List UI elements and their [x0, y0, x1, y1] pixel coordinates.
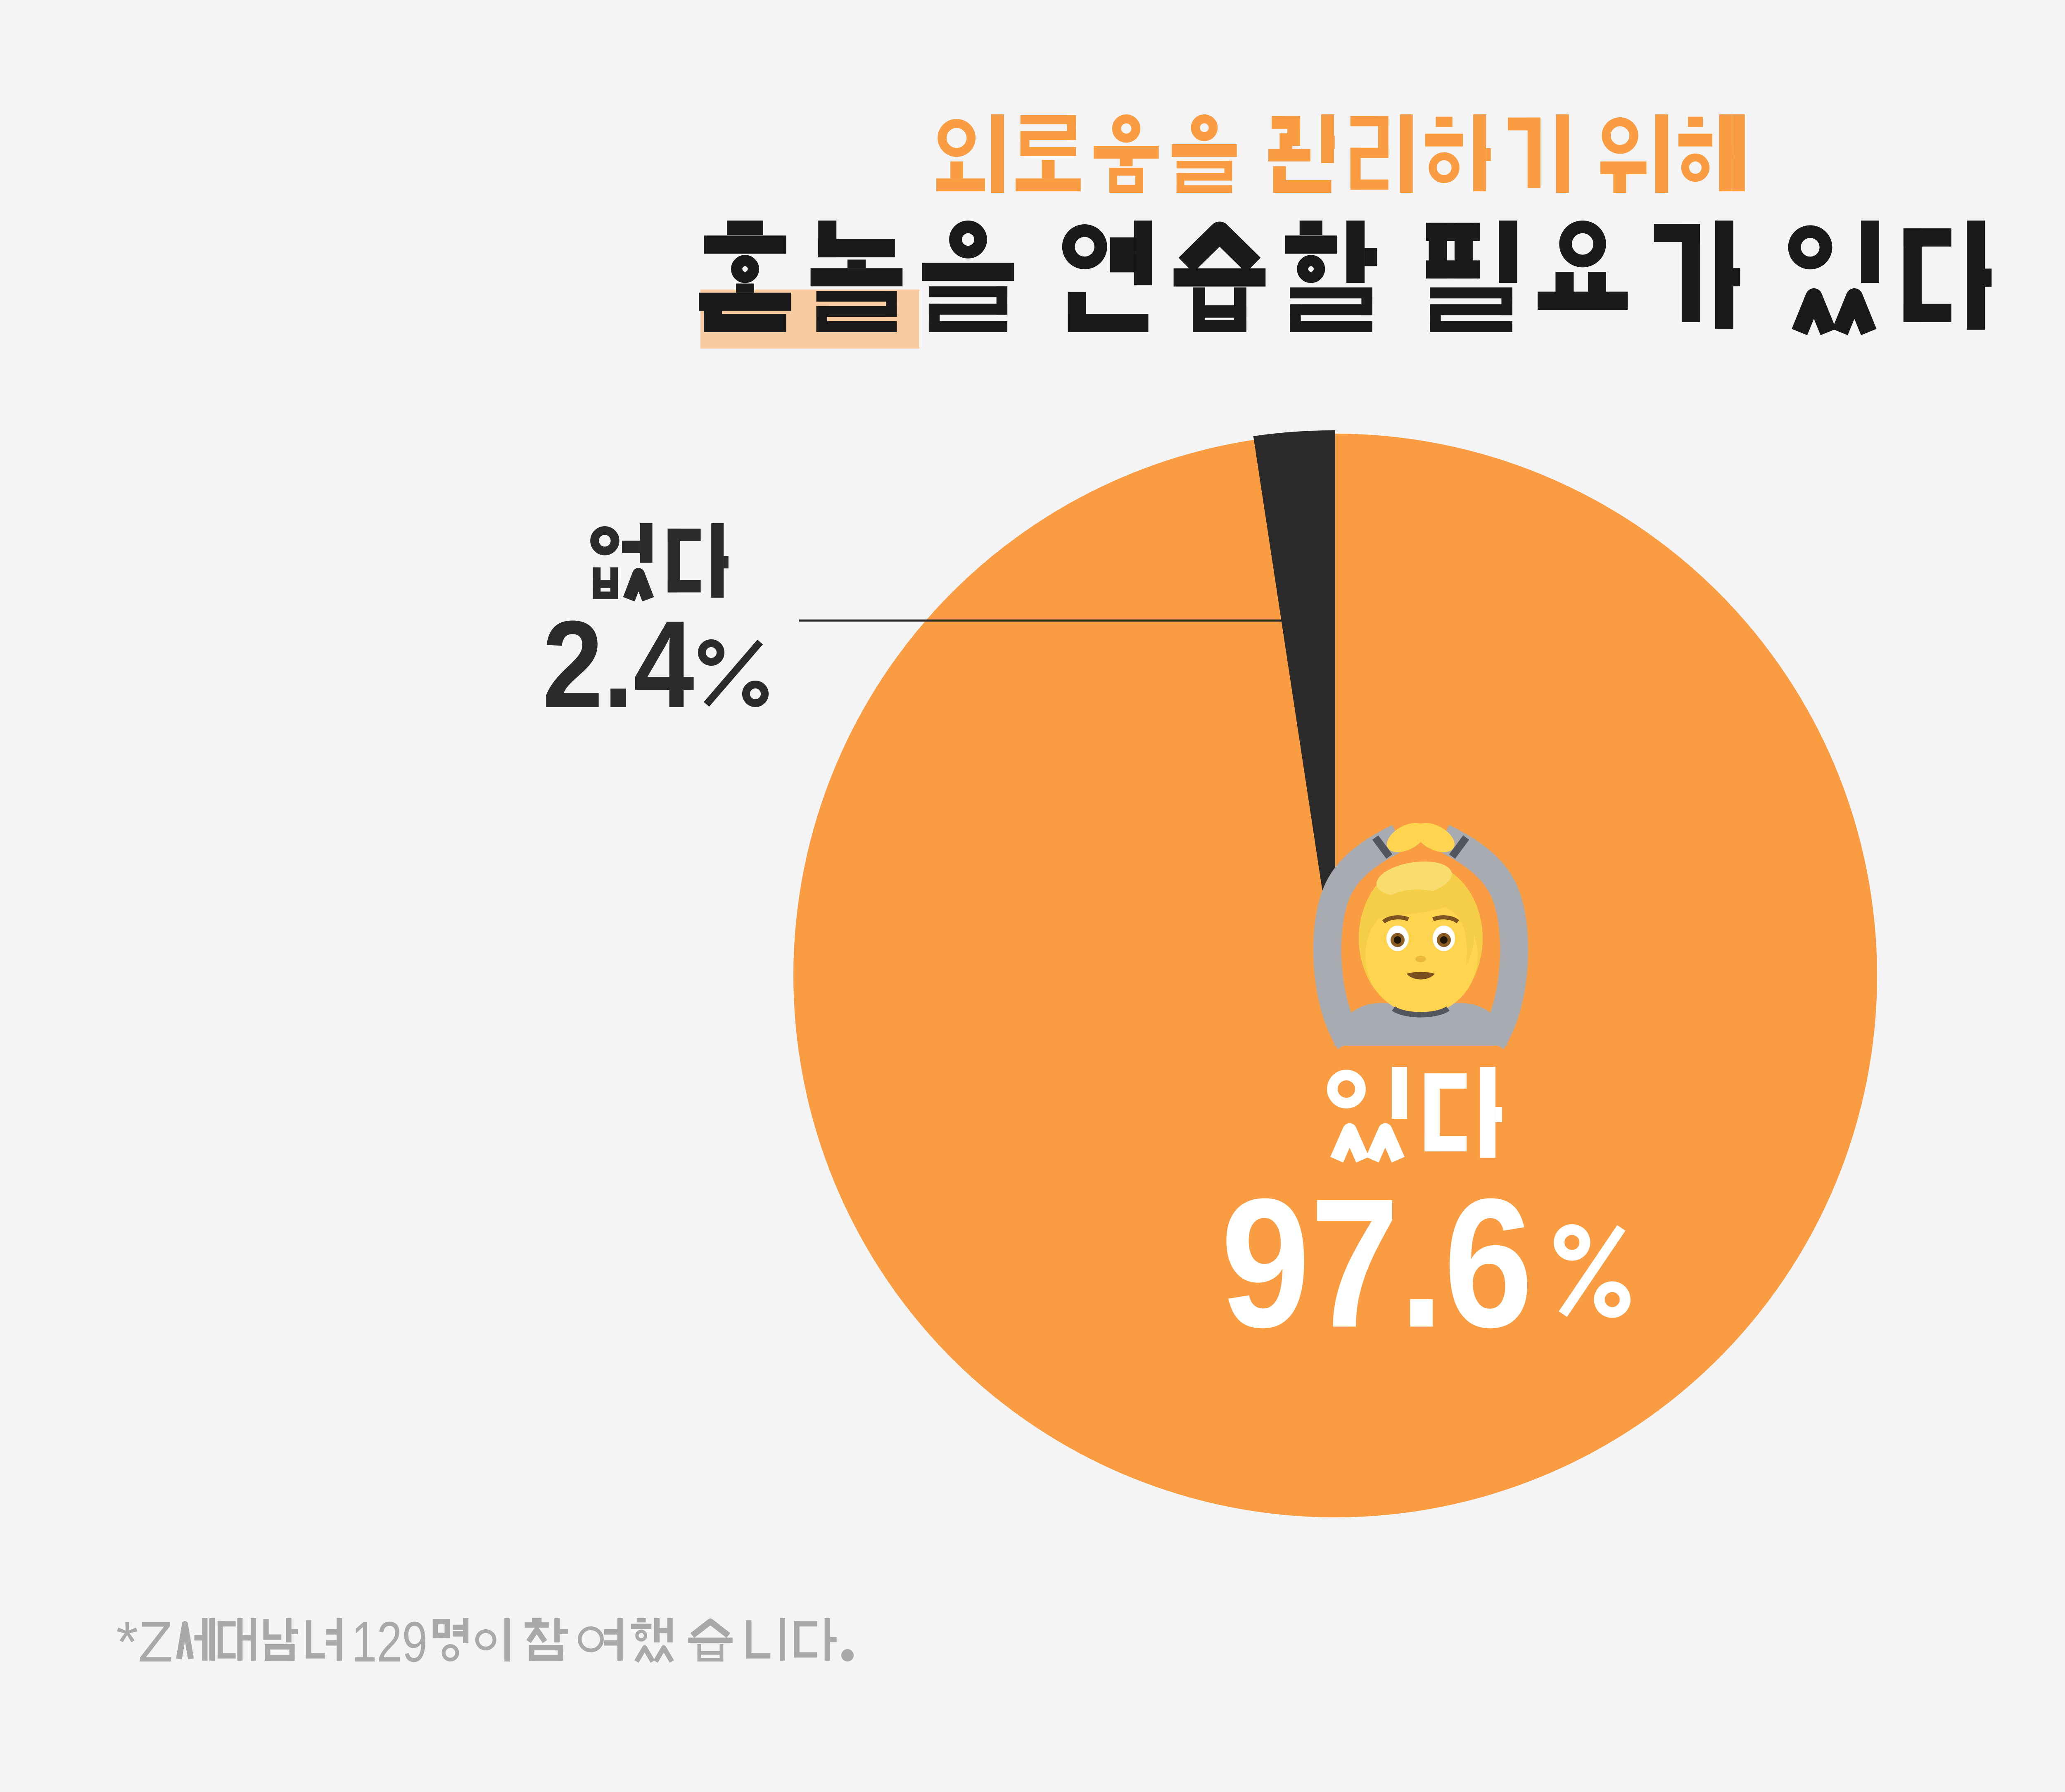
- svg-text:129: 129: [351, 1610, 427, 1674]
- svg-text:2.4: 2.4: [542, 595, 695, 733]
- svg-text:97.6: 97.6: [1221, 1161, 1533, 1366]
- svg-text:*Z: *Z: [116, 1610, 173, 1674]
